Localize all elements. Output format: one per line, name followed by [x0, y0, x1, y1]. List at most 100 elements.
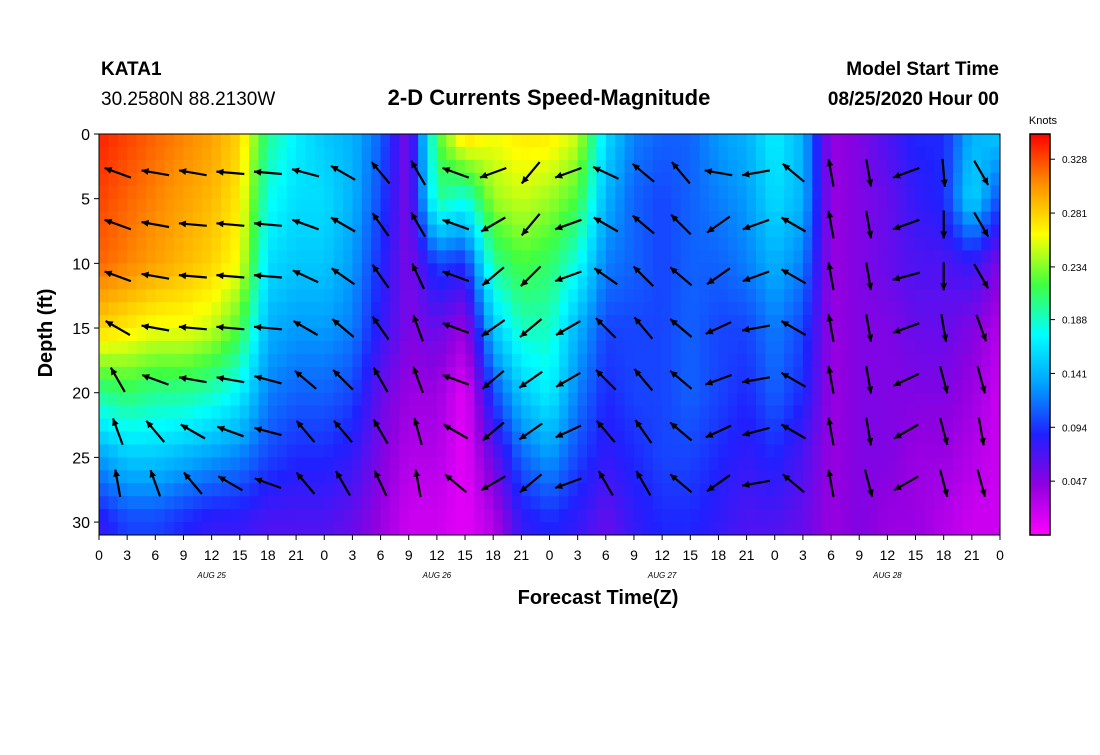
heatmap-cell: [802, 340, 813, 355]
heatmap-cell: [633, 509, 644, 523]
heatmap-cell: [305, 328, 316, 342]
heatmap-cell: [765, 470, 776, 484]
heatmap-cell: [399, 379, 410, 394]
heatmap-cell: [624, 457, 635, 471]
heatmap-cell: [615, 172, 626, 187]
heatmap-cell: [605, 276, 616, 290]
heatmap-cell: [249, 366, 260, 381]
heatmap-cell: [558, 276, 569, 290]
heatmap-cell: [305, 237, 316, 252]
heatmap-cell: [493, 418, 504, 433]
heatmap-cell: [802, 289, 813, 303]
heatmap-cell: [361, 328, 372, 342]
heatmap-cell: [605, 172, 616, 187]
heatmap-cell: [727, 522, 738, 535]
x-tick-label: 21: [739, 547, 755, 563]
heatmap-cell: [915, 146, 926, 161]
heatmap-cell: [117, 263, 128, 277]
x-tick-label: 6: [151, 547, 159, 563]
heatmap-cell: [408, 379, 419, 394]
heatmap-cell: [924, 224, 935, 239]
heatmap-cell: [380, 496, 391, 510]
heatmap-cell: [549, 522, 560, 535]
heatmap-cell: [446, 353, 457, 368]
heatmap-cell: [511, 263, 522, 277]
heatmap-cell: [746, 392, 757, 407]
heatmap-cell: [380, 185, 391, 200]
heatmap-cell: [99, 237, 109, 252]
heatmap-cell: [511, 340, 522, 355]
vector-head: [442, 270, 451, 278]
current-vector: [782, 473, 805, 494]
heatmap-cell: [249, 289, 260, 303]
heatmap-cell: [549, 237, 560, 252]
heatmap-cell: [887, 340, 898, 355]
heatmap-cell: [981, 237, 992, 252]
heatmap-cell: [671, 250, 682, 264]
heatmap-cell: [277, 302, 288, 316]
heatmap-cell: [718, 470, 729, 484]
heatmap-cell: [530, 198, 541, 213]
heatmap-cell: [540, 302, 551, 316]
vector-head: [443, 424, 452, 431]
current-vector: [742, 169, 770, 178]
heatmap-cell: [277, 159, 288, 174]
heatmap-cell: [305, 522, 316, 535]
heatmap-cell: [314, 418, 325, 433]
vector-head: [331, 268, 340, 276]
vector-head: [481, 329, 490, 337]
heatmap-cell: [943, 211, 954, 226]
heatmap-cell: [727, 185, 738, 200]
heatmap-cell: [174, 509, 185, 523]
heatmap-cell: [699, 431, 710, 446]
heatmap-cell: [662, 431, 673, 446]
heatmap-cell: [690, 483, 701, 497]
heatmap-cell: [765, 509, 776, 523]
heatmap-cell: [164, 444, 175, 458]
heatmap-cell: [718, 509, 729, 523]
heatmap-cell: [436, 457, 447, 471]
heatmap-cell: [934, 276, 945, 290]
heatmap-cell: [192, 172, 203, 187]
heatmap-cell: [981, 353, 992, 368]
heatmap-cell: [145, 315, 156, 329]
heatmap-cell: [568, 289, 579, 303]
heatmap-cell: [971, 250, 982, 264]
heatmap-cell: [662, 237, 673, 252]
heatmap-cell: [906, 237, 917, 252]
heatmap-cell: [174, 353, 185, 368]
current-vector: [633, 316, 654, 340]
heatmap-cell: [859, 509, 870, 523]
heatmap-cell: [596, 237, 607, 252]
heatmap-cell: [474, 405, 485, 420]
heatmap-cell: [493, 470, 504, 484]
heatmap-cell: [633, 237, 644, 252]
heatmap-cell: [202, 185, 213, 200]
heatmap-cell: [633, 172, 644, 187]
heatmap-cell: [802, 185, 813, 200]
heatmap-cell: [821, 302, 832, 316]
heatmap-cell: [352, 366, 363, 381]
heatmap-cell: [474, 392, 485, 407]
heatmap-cell: [127, 470, 138, 484]
heatmap-cell: [286, 276, 297, 290]
heatmap-cell: [915, 159, 926, 174]
heatmap-cell: [605, 366, 616, 381]
heatmap-cell: [183, 328, 194, 342]
heatmap-cell: [558, 198, 569, 213]
heatmap-cell: [361, 172, 372, 187]
heatmap-cell: [408, 392, 419, 407]
heatmap-cell: [483, 392, 494, 407]
heatmap-cell: [99, 392, 109, 407]
heatmap-cell: [530, 483, 541, 497]
heatmap-cell: [380, 353, 391, 368]
heatmap-cell: [511, 211, 522, 226]
heatmap-cell: [305, 289, 316, 303]
vector-head: [442, 218, 451, 226]
heatmap-cell: [802, 263, 813, 277]
heatmap-cell: [558, 302, 569, 316]
heatmap-cell: [127, 483, 138, 497]
heatmap-cell: [962, 392, 973, 407]
heatmap-cell: [793, 198, 804, 213]
vector-head: [293, 321, 302, 328]
